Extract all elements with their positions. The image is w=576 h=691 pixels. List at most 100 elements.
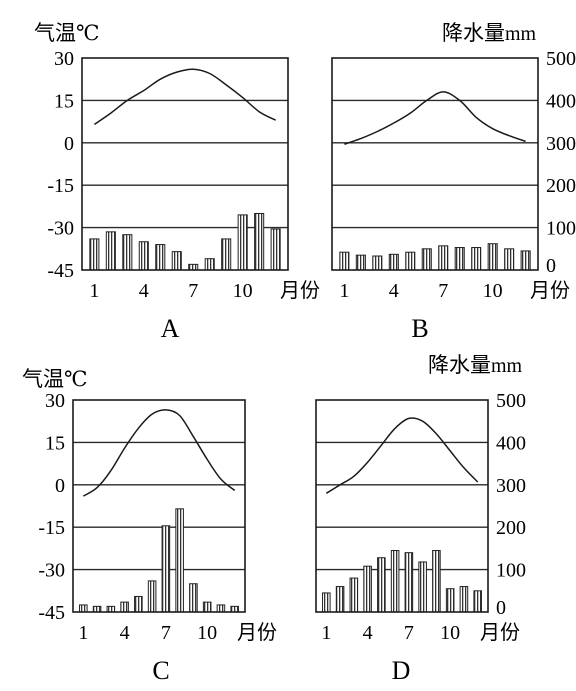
precipitation-bar-12 [230, 605, 239, 613]
precipitation-bar-7 [161, 525, 171, 613]
temperature-tick-label: -45 [47, 260, 74, 282]
precipitation-bar-3 [372, 255, 383, 271]
precip-title-cn: 降水量 [428, 353, 491, 377]
precipitation-bar-5 [377, 557, 386, 613]
precip-title-unit: mm [491, 355, 523, 377]
precipitation-tick-label: 500 [546, 48, 576, 70]
precipitation-bar-9 [432, 550, 441, 613]
precipitation-bar-10 [445, 588, 455, 613]
precipitation-bar-7 [438, 245, 449, 271]
temperature-tick-label: 30 [45, 390, 65, 412]
precipitation-bar-4 [363, 565, 372, 613]
precipitation-bar-6 [390, 550, 400, 613]
precipitation-bar-7 [188, 263, 199, 271]
precipitation-bar-10 [237, 214, 248, 271]
month-tick-label: 4 [139, 280, 149, 302]
climate-panel-a: 30 15 0 -15 -30 -45 1 4 7 10 月份 A [47, 48, 320, 343]
precipitation-tick-label: 200 [496, 517, 526, 539]
precipitation-bar-4 [388, 253, 399, 271]
precip-title-unit: mm [505, 23, 537, 45]
precipitation-bar-11 [504, 248, 515, 271]
precipitation-bar-4 [120, 601, 129, 613]
month-tick-label: 7 [188, 280, 198, 302]
month-tick-label: 1 [339, 280, 349, 302]
precip-title-cn: 降水量 [442, 21, 505, 45]
precipitation-bar-1 [89, 238, 100, 271]
precipitation-tick-label: 0 [496, 597, 506, 619]
precipitation-tick-label: 200 [546, 175, 576, 197]
precipitation-bar-8 [204, 258, 215, 271]
month-unit-label: 月份 [237, 621, 277, 644]
precipitation-bar-9 [221, 238, 232, 271]
precipitation-bar-10 [487, 243, 498, 271]
panel-label: A [161, 314, 180, 343]
month-tick-label: 1 [321, 622, 331, 644]
month-tick-label: 7 [438, 280, 448, 302]
panel-label: D [392, 656, 411, 685]
precipitation-bar-2 [92, 605, 102, 613]
precipitation-bar-3 [122, 234, 133, 271]
month-tick-label: 10 [233, 280, 253, 302]
plot-frame [72, 399, 246, 613]
climate-panel-b: 500 400 300 200 100 0 1 4 7 10 月份 B [331, 48, 576, 343]
temperature-line [344, 91, 526, 145]
precipitation-bar-12 [270, 228, 281, 271]
precipitation-bar-6 [171, 251, 182, 271]
precipitation-bar-2 [335, 586, 345, 613]
temperature-line [82, 409, 236, 497]
precipitation-tick-label: 100 [546, 218, 576, 240]
precipitation-bar-2 [105, 231, 116, 271]
month-tick-label: 4 [120, 622, 130, 644]
temperature-tick-label: -15 [38, 517, 65, 539]
precipitation-tick-label: 100 [496, 560, 526, 582]
precipitation-bar-10 [202, 601, 212, 613]
month-unit-label: 月份 [530, 279, 570, 302]
precipitation-bar-8 [454, 247, 465, 271]
temperature-axis-title-top: 气温℃ [34, 21, 100, 45]
precipitation-bar-12 [473, 590, 482, 613]
precipitation-bar-9 [471, 247, 482, 271]
temperature-axis-title-bottom: 气温℃ [22, 367, 88, 391]
precipitation-axis-title-top: 降水量mm [442, 21, 537, 45]
precipitation-bar-2 [355, 254, 366, 271]
month-tick-label: 1 [78, 622, 88, 644]
precipitation-bar-12 [520, 250, 531, 271]
month-tick-label: 4 [363, 622, 373, 644]
precipitation-bar-11 [459, 586, 469, 613]
temperature-tick-label: 15 [45, 432, 65, 454]
month-tick-label: 7 [404, 622, 414, 644]
precipitation-bar-5 [155, 244, 166, 271]
precipitation-bar-9 [189, 583, 198, 613]
precipitation-bar-11 [254, 212, 265, 271]
temperature-tick-label: 0 [64, 133, 74, 155]
precipitation-bar-3 [106, 605, 116, 613]
precipitation-bar-5 [134, 595, 143, 613]
precipitation-bar-1 [79, 604, 88, 613]
plot-frame [331, 57, 539, 271]
precipitation-bar-4 [138, 241, 149, 271]
plot-frame [81, 57, 289, 271]
month-unit-label: 月份 [480, 621, 520, 644]
temperature-tick-label: 30 [54, 48, 74, 70]
temperature-tick-label: 15 [54, 90, 74, 112]
precipitation-bar-7 [404, 552, 414, 613]
precipitation-bar-5 [405, 251, 416, 271]
panel-label: B [411, 314, 428, 343]
month-tick-label: 10 [440, 622, 460, 644]
panel-label: C [152, 656, 169, 685]
precipitation-bar-11 [216, 604, 226, 613]
temperature-tick-label: -30 [38, 560, 65, 582]
precipitation-tick-label: 400 [546, 90, 576, 112]
precipitation-tick-label: 300 [496, 475, 526, 497]
month-tick-label: 10 [483, 280, 503, 302]
temperature-tick-label: -30 [47, 218, 74, 240]
precipitation-bar-6 [147, 580, 157, 613]
month-tick-label: 10 [197, 622, 217, 644]
temperature-tick-label: -15 [47, 175, 74, 197]
precipitation-tick-label: 500 [496, 390, 526, 412]
precipitation-bar-3 [349, 577, 359, 613]
month-unit-label: 月份 [280, 279, 320, 302]
precipitation-bar-1 [339, 251, 350, 271]
climate-panel-d: 500 400 300 200 100 0 1 4 7 10 月份 D [315, 390, 526, 685]
